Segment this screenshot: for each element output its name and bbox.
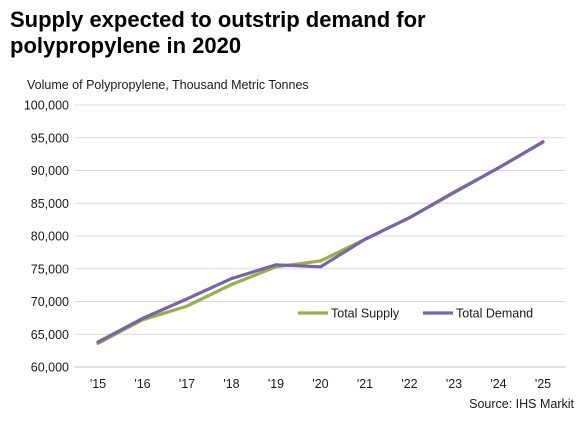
y-axis-label: Volume of Polypropylene, Thousand Metric… xyxy=(27,78,309,92)
total-supply-point xyxy=(230,283,233,286)
legend: Total Supply Total Demand xyxy=(298,307,533,321)
total-demand-point xyxy=(96,340,100,344)
chart-title: Supply expected to outstrip demand for p… xyxy=(10,7,570,59)
chart-title-line-1: Supply expected to outstrip demand for xyxy=(10,7,426,32)
total-demand-point xyxy=(185,297,189,301)
y-tick-label: 95,000 xyxy=(31,131,69,145)
total-demand-point xyxy=(363,238,367,241)
total-demand-point xyxy=(141,317,144,320)
x-tick-label: '15 xyxy=(90,377,106,391)
x-tick-label: '19 xyxy=(268,377,284,391)
total-supply-point xyxy=(185,304,189,308)
total-supply-point xyxy=(319,259,322,263)
x-tick-label: '23 xyxy=(446,377,462,391)
x-tick-label: '16 xyxy=(134,377,150,391)
y-tick-label: 80,000 xyxy=(31,230,69,244)
series-lines xyxy=(96,140,545,345)
y-tick-label: 65,000 xyxy=(31,328,69,342)
total-demand-point xyxy=(274,263,278,267)
x-tick-label: '20 xyxy=(312,377,328,391)
total-demand-point xyxy=(230,277,233,280)
x-tick-label: '21 xyxy=(357,377,373,391)
x-tick-label: '18 xyxy=(223,377,239,391)
legend-label-total-demand: Total Demand xyxy=(456,307,533,321)
total-demand-point xyxy=(497,166,500,170)
y-tick-label: 70,000 xyxy=(31,295,69,309)
y-tick-label: 100,000 xyxy=(24,99,69,113)
legend-label-total-supply: Total Supply xyxy=(331,307,400,321)
total-demand-point xyxy=(408,216,411,219)
y-tick-label: 60,000 xyxy=(31,361,69,375)
axes: 60,000 65,000 70,000 75,000 80,000 85,000 90,0… xyxy=(24,99,565,391)
y-tick-label: 85,000 xyxy=(31,197,69,211)
total-demand-point xyxy=(541,140,545,143)
total-demand-point xyxy=(452,190,456,194)
x-tick-label: '24 xyxy=(490,377,506,391)
gridlines xyxy=(75,104,565,335)
chart-title-line-2: polypropylene in 2020 xyxy=(10,33,242,58)
source-note: Source: IHS Markit xyxy=(469,397,574,411)
x-tick-label: '17 xyxy=(179,377,195,391)
x-tick-label: '25 xyxy=(535,377,551,391)
y-tick-label: 75,000 xyxy=(31,262,69,276)
y-tick-label: 90,000 xyxy=(31,164,69,178)
total-demand-point xyxy=(319,265,322,268)
x-tick-label: '22 xyxy=(401,377,417,391)
